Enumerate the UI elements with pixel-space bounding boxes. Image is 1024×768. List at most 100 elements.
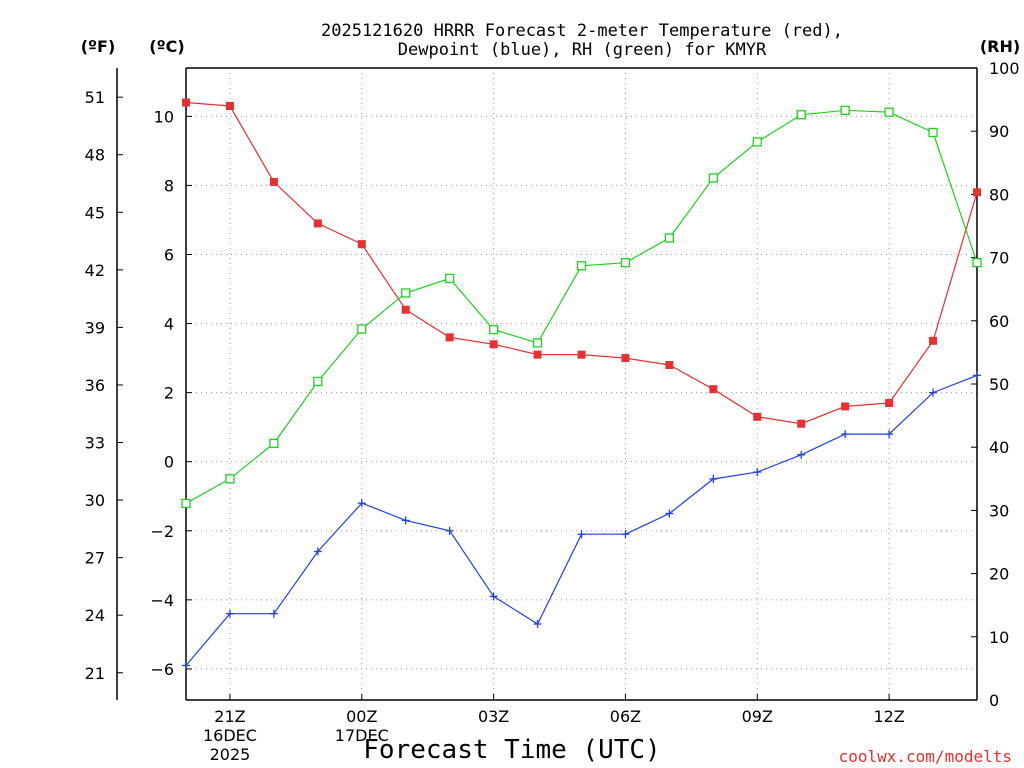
fahrenheit-tick-label: 24	[85, 606, 105, 625]
dewpoint-point	[665, 509, 674, 518]
celsius-tick-label: 0	[164, 453, 174, 472]
rh-tick-label: 20	[989, 565, 1009, 584]
temperature-point	[709, 385, 718, 394]
temperature-point	[577, 350, 586, 359]
rh-tick-label: 40	[989, 438, 1009, 457]
dewpoint-point	[709, 474, 718, 483]
dewpoint-point	[885, 430, 894, 439]
rh-point	[796, 110, 806, 120]
celsius-tick-label: 10	[154, 107, 174, 126]
x-tick-label: 16DEC	[203, 726, 257, 745]
fahrenheit-tick-label: 51	[85, 88, 105, 107]
source-credit: coolwx.com/modelts	[839, 747, 1012, 766]
rh-point	[576, 261, 587, 271]
fahrenheit-tick-label: 27	[85, 549, 105, 568]
rh-axis-unit: (RH)	[980, 37, 1020, 56]
rh-point	[708, 173, 718, 183]
rh-point	[620, 258, 631, 268]
temperature-point	[885, 398, 894, 407]
rh-tick-label: 50	[989, 375, 1009, 394]
rh-tick-label: 60	[989, 312, 1009, 331]
rh-tick-label: 30	[989, 501, 1009, 520]
temperature-point	[225, 101, 234, 110]
temperature-point	[665, 361, 674, 370]
rh-point	[972, 258, 982, 268]
rh-tick-label: 100	[989, 59, 1020, 78]
dewpoint-point	[753, 468, 762, 477]
dewpoint-point	[445, 526, 454, 535]
fahrenheit-axis-unit: (ºF)	[81, 37, 116, 56]
x-tick-label: 2025	[210, 745, 251, 764]
rh-tick-label: 10	[989, 628, 1009, 647]
x-tick-label: 00Z	[346, 707, 377, 726]
x-tick-label: 21Z	[214, 707, 245, 726]
celsius-tick-label: −6	[150, 660, 174, 679]
axes-layer: 2124273033363942454851−6−4−2024681001020…	[85, 59, 1020, 764]
temperature-point	[533, 350, 542, 359]
grid-layer	[186, 68, 977, 700]
temperature-point	[841, 402, 850, 411]
dewpoint-point	[621, 530, 630, 539]
dewpoint-point	[973, 371, 981, 380]
fahrenheit-tick-label: 21	[85, 664, 105, 683]
chart-title-line-2: Dewpoint (blue), RH (green) for KMYR	[398, 40, 767, 60]
chart-title-line-1: 2025121620 HRRR Forecast 2-meter Tempera…	[321, 21, 843, 41]
rh-point	[884, 107, 894, 117]
fahrenheit-tick-label: 36	[85, 376, 105, 395]
celsius-tick-label: 4	[164, 315, 174, 334]
dewpoint-point	[357, 499, 366, 508]
celsius-tick-label: −4	[150, 591, 174, 610]
celsius-tick-label: 2	[164, 384, 174, 403]
temperature-point	[489, 340, 498, 349]
dewpoint-point	[401, 516, 410, 525]
dewpoint-point	[269, 609, 278, 618]
dewpoint-point	[489, 592, 498, 601]
celsius-tick-label: −2	[150, 522, 174, 541]
temperature-point	[269, 177, 278, 186]
temperature-point	[929, 336, 938, 345]
rh-point	[269, 438, 279, 449]
x-tick-label: 09Z	[742, 707, 773, 726]
rh-tick-label: 80	[989, 185, 1009, 204]
temperature-point	[621, 354, 630, 363]
dewpoint-point	[225, 609, 234, 618]
fahrenheit-tick-label: 30	[85, 491, 105, 510]
temperature-point	[797, 419, 806, 428]
rh-point	[225, 474, 235, 484]
x-tick-label: 12Z	[873, 707, 904, 726]
rh-point	[532, 338, 543, 348]
rh-point	[928, 127, 938, 138]
rh-point	[445, 273, 455, 284]
temperature-point	[445, 333, 454, 342]
fahrenheit-tick-label: 45	[85, 203, 105, 222]
x-tick-label: 17DEC	[335, 726, 389, 745]
dewpoint-point	[577, 530, 586, 539]
rh-point	[840, 105, 850, 115]
dewpoint-point	[313, 547, 322, 556]
fahrenheit-tick-label: 33	[85, 434, 105, 453]
rh-point	[181, 498, 191, 509]
dewpoint-point	[182, 661, 190, 670]
fahrenheit-tick-label: 39	[85, 318, 105, 337]
dewpoint-point	[797, 450, 806, 459]
rh-point	[664, 233, 675, 243]
rh-point	[357, 324, 367, 334]
temperature-point	[401, 305, 410, 314]
celsius-axis-unit: (ºC)	[149, 37, 184, 56]
rh-point	[488, 324, 499, 335]
dewpoint-point	[533, 620, 542, 629]
rh-point	[401, 288, 411, 298]
rh-tick-label: 0	[989, 691, 999, 710]
x-axis-title: Forecast Time (UTC)	[363, 735, 660, 765]
rh-tick-label: 90	[989, 122, 1009, 141]
dewpoint-point	[929, 388, 938, 397]
rh-point	[752, 137, 762, 147]
temperature-point	[973, 188, 981, 197]
temperature-point	[753, 412, 762, 421]
x-tick-label: 03Z	[478, 707, 509, 726]
celsius-tick-label: 8	[164, 176, 174, 195]
rh-tick-label: 70	[989, 249, 1009, 268]
dewpoint-line	[185, 374, 978, 666]
rh-point	[313, 376, 323, 387]
